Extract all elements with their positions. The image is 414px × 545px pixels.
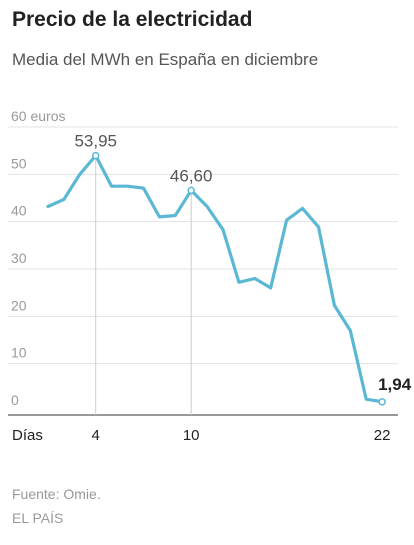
x-tick-label: 22 <box>374 427 391 444</box>
line-chart: 0 10 20 30 40 50 60 euros 53,95 46,60 1,94 Días 4 10… <box>8 108 412 444</box>
label-layer: 0 10 20 30 40 50 60 euros 53,95 46,60 1,94 Días 4 10… <box>11 108 412 444</box>
y-tick-label: 0 <box>11 392 19 408</box>
y-tick-label: 20 <box>11 297 27 313</box>
grid-layer <box>8 126 398 416</box>
data-point-marker <box>91 151 100 160</box>
x-axis-label: Días <box>12 427 43 444</box>
guide-layer <box>95 155 192 415</box>
chart-title: Precio de la electricidad <box>12 8 253 31</box>
y-tick-label: 30 <box>11 250 27 266</box>
data-point-marker <box>187 186 195 195</box>
y-tick-label: 40 <box>11 203 27 219</box>
data-label: 1,94 <box>378 375 412 394</box>
y-tick-label: 10 <box>11 345 27 361</box>
series-line <box>46 154 384 404</box>
x-tick-label: 10 <box>183 427 200 444</box>
line-layer <box>46 154 384 404</box>
x-tick-label: 4 <box>92 427 100 444</box>
data-point-marker <box>378 398 386 406</box>
y-tick-label: 50 <box>11 155 27 171</box>
source-note: Fuente: Omie. <box>12 486 101 502</box>
chart-subtitle: Media del MWh en España en diciembre <box>12 50 319 69</box>
data-label: 46,60 <box>170 166 213 185</box>
y-tick-label: 60 euros <box>11 108 65 124</box>
marker-layer <box>91 151 386 406</box>
credit-note: EL PAÍS <box>12 510 64 526</box>
data-label: 53,95 <box>74 132 117 151</box>
